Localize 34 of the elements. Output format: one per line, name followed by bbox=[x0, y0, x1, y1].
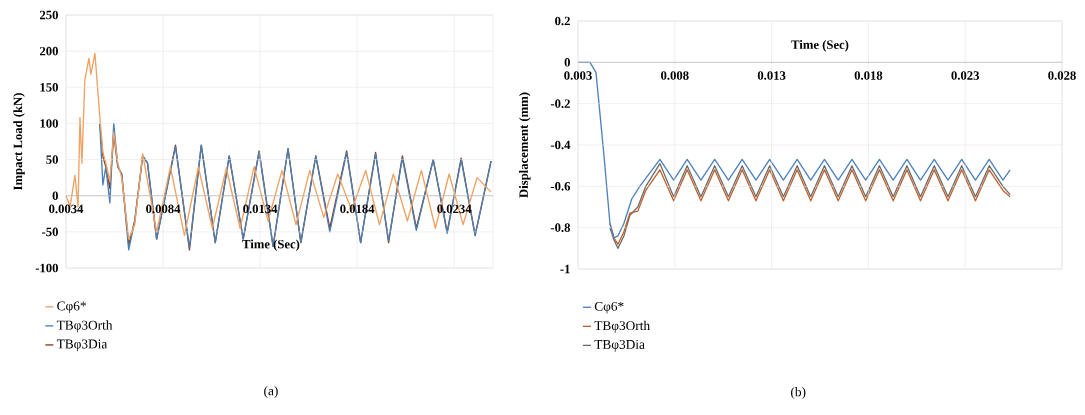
y-tick-label: -1 bbox=[560, 264, 570, 274]
y-tick-label: 200 bbox=[39, 46, 58, 56]
y-tick-label: -0.6 bbox=[550, 182, 571, 191]
text: (a) bbox=[264, 385, 278, 399]
x-axis-title: Time (Sec) bbox=[791, 40, 849, 52]
y-axis-title: Displacement (mm) bbox=[519, 92, 531, 198]
y-tick-label: 0 bbox=[52, 191, 58, 200]
x-tick-label: 0.0034 bbox=[49, 204, 84, 214]
legend-label: Cφ6* bbox=[594, 301, 624, 314]
x-tick-label: 0.023 bbox=[951, 71, 980, 80]
y-tick-label: -0.8 bbox=[550, 223, 571, 232]
y-tick-label: -0.4 bbox=[550, 140, 571, 150]
y-tick-label: 50 bbox=[46, 155, 58, 164]
y-tick-label: -100 bbox=[35, 263, 58, 273]
legend-label: TBφ3Dia bbox=[56, 339, 108, 352]
x-tick-label: 0.028 bbox=[1048, 71, 1076, 80]
legend-label: Cφ6* bbox=[57, 301, 86, 314]
y-tick-label: 100 bbox=[40, 119, 58, 128]
text: (b) bbox=[791, 386, 806, 400]
legend-label: TBφ3Orth bbox=[56, 320, 113, 333]
y-tick-label: 0 bbox=[564, 58, 570, 67]
y-tick-label: -0.2 bbox=[550, 99, 570, 108]
y-tick-label: 250 bbox=[39, 10, 58, 20]
x-tick-label: 0.008 bbox=[661, 71, 689, 80]
x-tick-label: 0.003 bbox=[564, 71, 592, 80]
legend-label: TBφ3Dia bbox=[594, 339, 645, 352]
legend-label: TBφ3Orth bbox=[594, 320, 650, 333]
x-axis-title: Time (Sec) bbox=[242, 239, 300, 251]
y-tick-label: -50 bbox=[42, 227, 58, 237]
y-tick-label: 0.2 bbox=[555, 16, 570, 26]
y-tick-label: 150 bbox=[40, 83, 58, 92]
x-tick-label: 0.018 bbox=[854, 71, 883, 80]
x-tick-label: 0.013 bbox=[757, 71, 786, 80]
y-axis-title: Impact Load (kN) bbox=[13, 93, 25, 190]
